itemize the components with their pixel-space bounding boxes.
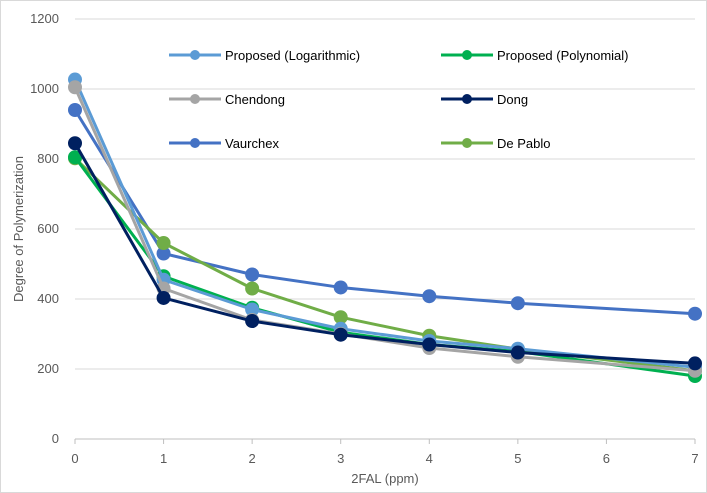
y-tick-label: 800 xyxy=(37,151,59,166)
y-tick-label: 200 xyxy=(37,361,59,376)
y-tick-label: 1000 xyxy=(30,81,59,96)
data-point xyxy=(333,280,348,295)
legend: Proposed (Logarithmic) Proposed (Polynomi… xyxy=(169,48,629,151)
series-line xyxy=(73,156,696,378)
data-point xyxy=(156,246,171,261)
x-tick-label: 2 xyxy=(249,451,256,466)
legend-item-de-pablo: De Pablo xyxy=(441,136,550,151)
data-point xyxy=(333,327,348,342)
y-tick-label: 1200 xyxy=(30,11,59,26)
y-tick-label: 400 xyxy=(37,291,59,306)
x-tick-labels: 0 1 2 3 4 5 6 7 xyxy=(71,451,698,466)
legend-marker xyxy=(462,50,472,60)
data-point xyxy=(245,314,260,329)
x-tick-label: 0 xyxy=(71,451,78,466)
legend-marker xyxy=(190,50,200,60)
data-point xyxy=(156,290,171,305)
data-point xyxy=(68,103,82,117)
series-lines xyxy=(68,72,702,383)
x-tick-label: 1 xyxy=(160,451,167,466)
legend-item-dong: Dong xyxy=(441,92,528,107)
axes xyxy=(74,438,696,444)
series-dong xyxy=(68,136,702,371)
series-proposed-polynomial xyxy=(68,150,702,383)
legend-marker xyxy=(190,138,200,148)
series-de-pablo xyxy=(68,151,702,378)
data-point xyxy=(245,302,260,317)
y-tick-label: 0 xyxy=(52,431,59,446)
legend-item-vaurchex: Vaurchex xyxy=(169,136,279,151)
data-point xyxy=(510,296,525,311)
legend-item-proposed-polynomial: Proposed (Polynomial) xyxy=(441,48,629,63)
legend-marker xyxy=(462,94,472,104)
data-point xyxy=(688,356,702,371)
data-point xyxy=(68,150,82,165)
x-tick-label: 7 xyxy=(691,451,698,466)
series-line xyxy=(73,78,696,369)
data-point xyxy=(68,136,82,151)
legend-item-chendong: Chendong xyxy=(169,92,285,107)
data-point xyxy=(422,337,437,352)
data-point xyxy=(422,289,437,304)
x-tick-label: 4 xyxy=(426,451,433,466)
data-point xyxy=(688,306,702,321)
x-tick-label: 3 xyxy=(337,451,344,466)
legend-marker xyxy=(462,138,472,148)
data-point xyxy=(245,281,260,296)
data-point xyxy=(156,236,171,250)
y-tick-label: 600 xyxy=(37,221,59,236)
series-vaurchex xyxy=(68,103,702,321)
data-point xyxy=(333,310,348,325)
x-tick-label: 6 xyxy=(603,451,610,466)
y-tick-labels: 0 200 400 600 800 1000 1200 xyxy=(30,11,59,446)
data-point xyxy=(245,267,260,282)
series-proposed-logarithmic xyxy=(68,72,702,375)
gridlines xyxy=(75,18,695,370)
legend-label: Vaurchex xyxy=(225,136,279,151)
legend-label: Dong xyxy=(497,92,528,107)
y-axis-title: Degree of Polymerization xyxy=(11,156,26,302)
legend-marker xyxy=(190,94,200,104)
legend-label: De Pablo xyxy=(497,136,550,151)
legend-label: Proposed (Logarithmic) xyxy=(225,48,360,63)
data-point xyxy=(510,345,525,360)
legend-label: Chendong xyxy=(225,92,285,107)
data-point xyxy=(68,80,82,95)
x-axis-title: 2FAL (ppm) xyxy=(351,471,418,486)
legend-item-proposed-logarithmic: Proposed (Logarithmic) xyxy=(169,48,360,63)
x-tick-label: 5 xyxy=(514,451,521,466)
legend-label: Proposed (Polynomial) xyxy=(497,48,629,63)
